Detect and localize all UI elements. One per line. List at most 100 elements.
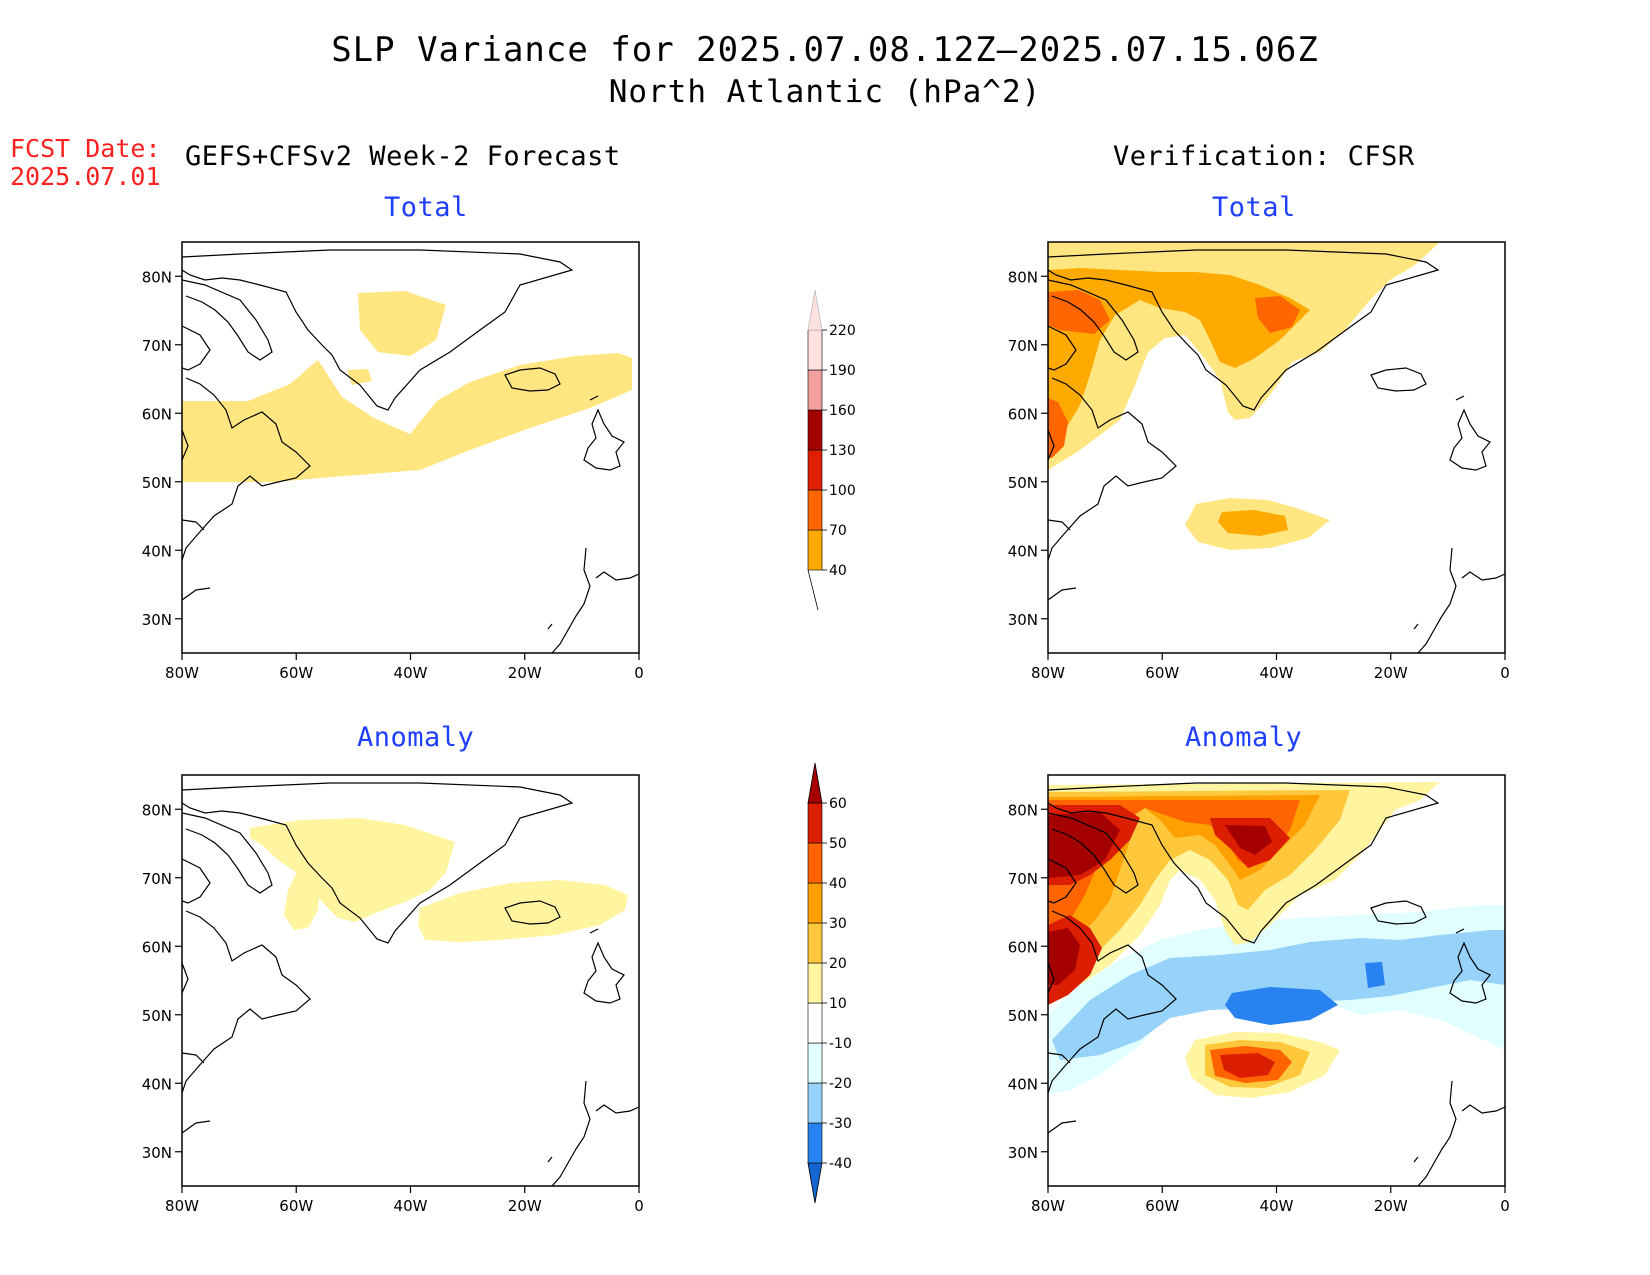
colorbar-box — [807, 489, 823, 531]
main-subtitle: North Atlantic (hPa^2) — [608, 74, 1042, 110]
lat-label: 30N — [1008, 1144, 1038, 1162]
lon-label: 40W — [1260, 1197, 1294, 1215]
colorbar-label: -20 — [829, 1076, 852, 1092]
colorbar-label: 20 — [829, 956, 847, 972]
coastline — [1048, 782, 1505, 1186]
fill-40-70 — [347, 369, 372, 385]
fill-neg-30-40 — [1225, 987, 1338, 1025]
colorbar-anomaly: -40 -30 -20 -10 10 20 30 40 50 60 — [807, 762, 852, 1204]
colorbar-label: 190 — [829, 363, 856, 379]
lon-label: 40W — [394, 664, 428, 682]
colorbar-box — [807, 449, 823, 491]
coastline — [182, 249, 639, 653]
colorbar-label: 160 — [829, 403, 856, 419]
colorbar-label: 220 — [829, 323, 856, 339]
fill-40-70 — [358, 291, 446, 356]
fill-gt-60 — [1225, 825, 1272, 855]
lon-label: 80W — [1031, 664, 1065, 682]
colorbar-tip-low — [807, 1162, 823, 1204]
colorbar-label: 40 — [829, 563, 847, 579]
fill-gt-60 — [1220, 1053, 1275, 1078]
colorbar-label: -30 — [829, 1116, 852, 1132]
fcst-date-label: FCST Date: — [10, 134, 161, 163]
lon-label: 60W — [1145, 664, 1179, 682]
lat-label: 30N — [142, 1144, 172, 1162]
lat-label: 70N — [142, 337, 172, 355]
lat-label: 70N — [142, 870, 172, 888]
verification-total-title: Total — [1212, 192, 1296, 223]
lon-label: 40W — [394, 1197, 428, 1215]
colorbar-box — [807, 1082, 823, 1124]
fill-10-20 — [284, 866, 320, 930]
fill-100-130 — [1255, 296, 1300, 333]
lat-label: 40N — [142, 542, 172, 560]
colorbar-label: 70 — [829, 523, 847, 539]
colorbar-box — [807, 802, 823, 844]
fill-70-100 — [1048, 268, 1310, 445]
colorbar-box — [807, 842, 823, 884]
fill-10-20 — [418, 880, 628, 942]
lat-label: 50N — [142, 474, 172, 492]
lat-label: 40N — [142, 1075, 172, 1093]
verification-column-header: Verification: CFSR — [1113, 141, 1415, 172]
lat-label: 50N — [142, 1007, 172, 1025]
lon-label: 60W — [1145, 1197, 1179, 1215]
lon-label: 20W — [1374, 1197, 1408, 1215]
lon-label: 60W — [279, 664, 313, 682]
colorbar-box — [807, 922, 823, 964]
lon-label: 20W — [508, 664, 542, 682]
verification-anomaly-map — [1047, 774, 1506, 1187]
colorbar-box — [807, 409, 823, 451]
lon-label: 60W — [279, 1197, 313, 1215]
lon-label: 20W — [508, 1197, 542, 1215]
lat-label: 80N — [1008, 801, 1038, 819]
lat-label: 60N — [1008, 938, 1038, 956]
fill-10-20 — [250, 818, 455, 922]
lat-label: 70N — [1008, 870, 1038, 888]
colorbar-box — [807, 1042, 823, 1084]
colorbar-label: -40 — [829, 1156, 852, 1172]
colorbar-box — [807, 962, 823, 1004]
lat-label: 80N — [142, 801, 172, 819]
colorbar-label: 10 — [829, 996, 847, 1012]
colorbar-box — [807, 1002, 823, 1044]
lat-label: 70N — [1008, 337, 1038, 355]
colorbar-tip-low — [807, 569, 819, 611]
lon-label: 80W — [165, 1197, 199, 1215]
lat-label: 40N — [1008, 542, 1038, 560]
colorbar-label: -10 — [829, 1036, 852, 1052]
colorbar-box — [807, 369, 823, 411]
lon-label: 20W — [1374, 664, 1408, 682]
colorbar-total: 40 70 100 130 160 190 220 — [807, 289, 856, 611]
lat-label: 80N — [1008, 268, 1038, 286]
fill-40-70 — [182, 353, 632, 482]
main-title: SLP Variance for 2025.07.08.12Z—2025.07.… — [331, 30, 1319, 70]
lat-label: 30N — [142, 611, 172, 629]
verification-total-map — [1047, 241, 1506, 654]
forecast-anomaly-title: Anomaly — [357, 722, 475, 753]
lon-label: 0 — [1500, 1197, 1510, 1215]
colorbar-label: 100 — [829, 483, 856, 499]
forecast-total-title: Total — [384, 192, 468, 223]
forecast-column-header: GEFS+CFSv2 Week-2 Forecast — [185, 141, 621, 172]
colorbar-label: 40 — [829, 876, 847, 892]
colorbar-label: 50 — [829, 836, 847, 852]
colorbar-label: 130 — [829, 443, 856, 459]
fill-gt-60 — [1048, 928, 1080, 985]
lon-label: 40W — [1260, 664, 1294, 682]
lat-label: 60N — [142, 938, 172, 956]
colorbar-tip-high — [807, 762, 823, 804]
lat-label: 50N — [1008, 1007, 1038, 1025]
fcst-date-value: 2025.07.01 — [10, 162, 161, 191]
colorbar-box — [807, 329, 823, 371]
fill-neg-30-40 — [1365, 962, 1385, 988]
coastline — [1048, 249, 1505, 653]
verification-anomaly-title: Anomaly — [1185, 722, 1303, 753]
lon-label: 80W — [1031, 1197, 1065, 1215]
lat-label: 60N — [1008, 405, 1038, 423]
colorbar-box — [807, 529, 823, 571]
colorbar-label: 60 — [829, 796, 847, 812]
colorbar-box — [807, 882, 823, 924]
forecast-total-map — [181, 241, 640, 654]
